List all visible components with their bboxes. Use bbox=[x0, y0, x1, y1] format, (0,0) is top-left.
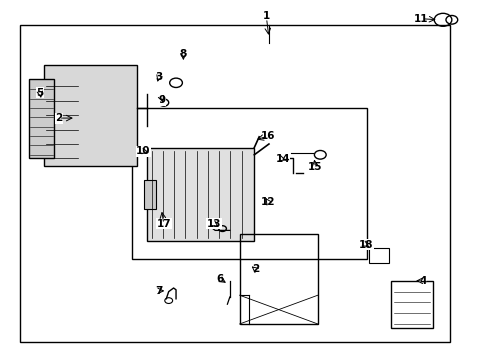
Text: 4: 4 bbox=[418, 276, 426, 286]
Text: 16: 16 bbox=[260, 131, 275, 141]
Text: 10: 10 bbox=[136, 146, 150, 156]
Text: 18: 18 bbox=[358, 240, 372, 250]
Bar bbox=[44, 65, 137, 166]
Bar bbox=[239, 234, 317, 324]
Bar bbox=[29, 79, 54, 158]
Text: 2: 2 bbox=[55, 113, 62, 123]
Text: 5: 5 bbox=[37, 88, 43, 98]
Bar bbox=[20, 25, 449, 342]
Bar bbox=[146, 148, 254, 241]
Text: 12: 12 bbox=[260, 197, 275, 207]
Bar bbox=[368, 248, 388, 263]
Text: 15: 15 bbox=[307, 162, 322, 172]
Text: 7: 7 bbox=[155, 286, 163, 296]
Text: 3: 3 bbox=[155, 72, 162, 82]
Text: 11: 11 bbox=[413, 14, 428, 24]
Text: 13: 13 bbox=[206, 219, 221, 229]
Text: 2: 2 bbox=[251, 264, 258, 274]
Bar bbox=[144, 180, 156, 209]
Text: 14: 14 bbox=[275, 154, 289, 164]
Bar bbox=[390, 281, 432, 328]
Text: 9: 9 bbox=[159, 95, 165, 105]
Text: 8: 8 bbox=[180, 49, 186, 59]
Text: 1: 1 bbox=[263, 11, 269, 21]
Text: 17: 17 bbox=[156, 219, 171, 229]
Text: 6: 6 bbox=[216, 274, 223, 284]
Bar bbox=[132, 108, 366, 259]
